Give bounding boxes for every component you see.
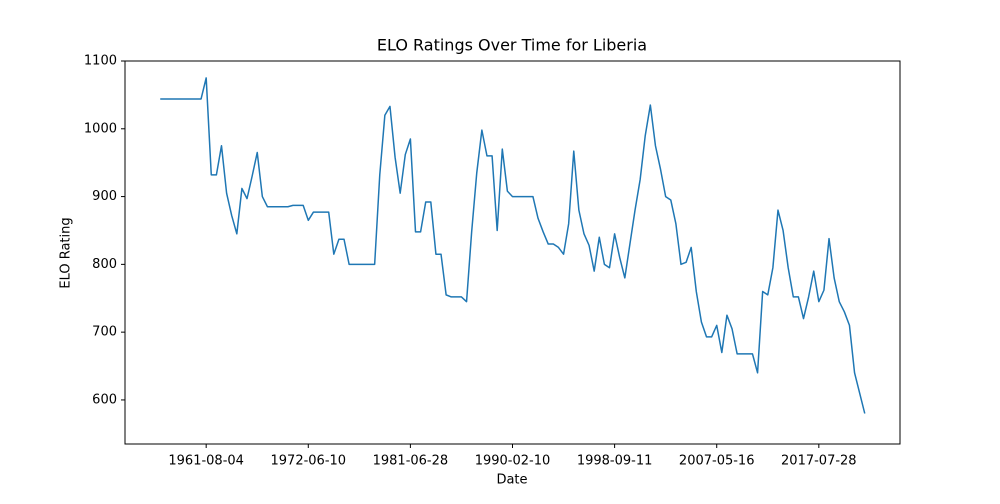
- x-tick-label: 1972-06-10: [271, 454, 347, 469]
- x-tick-label: 1998-09-11: [577, 454, 653, 469]
- y-tick-label: 900: [92, 189, 117, 204]
- y-tick-label: 1000: [84, 121, 117, 136]
- x-tick-label: 1990-02-10: [475, 454, 551, 469]
- x-tick-label: 1981-06-28: [373, 454, 449, 469]
- y-axis-label: ELO Rating: [59, 217, 74, 288]
- y-tick-label: 1100: [84, 54, 117, 69]
- data-line: [160, 77, 866, 414]
- y-tick-label: 800: [92, 257, 117, 272]
- x-tick-label: 2007-05-16: [679, 454, 755, 469]
- y-tick-label: 700: [92, 325, 117, 340]
- chart-title: ELO Ratings Over Time for Liberia: [377, 36, 647, 55]
- y-tick-label: 600: [92, 392, 117, 407]
- x-axis-label: Date: [496, 473, 527, 488]
- x-tick-label: 2017-07-28: [781, 454, 857, 469]
- x-tick-label: 1961-08-04: [168, 454, 244, 469]
